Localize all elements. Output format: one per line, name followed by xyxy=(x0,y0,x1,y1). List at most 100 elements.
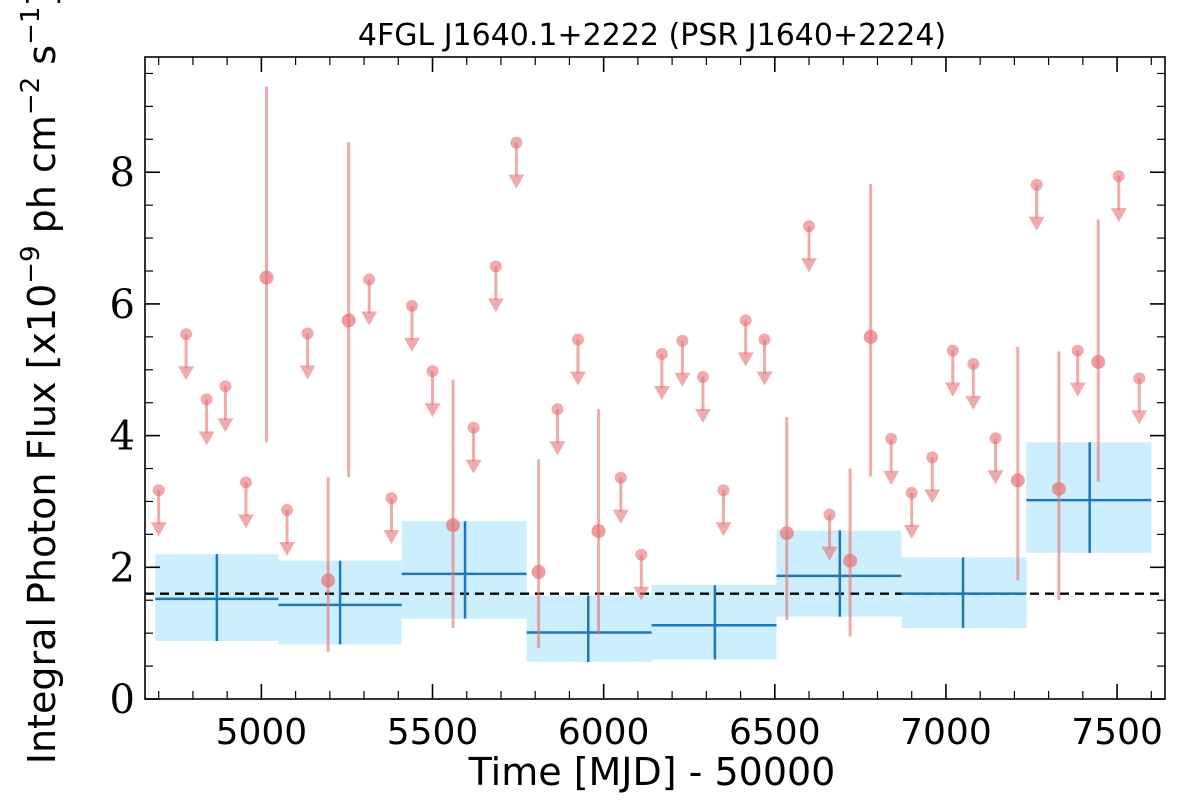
y-axis-label: Integral Photon Flux [x10−9 ph cm−2 s−1] xyxy=(16,0,64,764)
upper-limit-arrow-21 xyxy=(715,522,732,537)
upper-limit-point-11 xyxy=(467,421,480,434)
upper-limit-arrow-22 xyxy=(737,352,754,367)
upper-limit-point-30 xyxy=(967,357,980,370)
upper-limit-point-22 xyxy=(739,314,752,327)
y-axis-label-exp3: −1 xyxy=(16,7,46,45)
upper-limit-point-23 xyxy=(758,333,771,346)
x-tick-label: 6000 xyxy=(558,712,650,753)
upper-limit-arrow-29 xyxy=(944,382,961,397)
upper-limit-point-10 xyxy=(426,365,439,378)
upper-limit-arrow-19 xyxy=(674,372,691,387)
upper-limit-arrow-27 xyxy=(903,524,920,539)
upper-limit-arrow-9 xyxy=(403,337,420,352)
x-tick-label: 7500 xyxy=(1071,712,1163,753)
upper-limit-point-20 xyxy=(696,371,709,384)
chart-title: 4FGL J1640.1+2222 (PSR J1640+2224) xyxy=(358,18,946,53)
y-axis-label-exp1: −9 xyxy=(16,245,46,283)
detection-point-6 xyxy=(779,526,794,541)
upper-limit-arrow-10 xyxy=(424,403,441,418)
upper-limit-point-17 xyxy=(635,548,648,561)
upper-limit-point-18 xyxy=(655,347,668,360)
upper-limit-arrow-0 xyxy=(150,522,167,537)
upper-limit-arrow-8 xyxy=(383,530,400,545)
upper-limit-point-1 xyxy=(180,328,193,341)
detection-point-10 xyxy=(1051,481,1066,496)
x-tick-label: 5000 xyxy=(216,712,308,753)
y-tick-label: 4 xyxy=(110,414,135,460)
upper-limit-point-24 xyxy=(803,220,816,233)
upper-limit-point-7 xyxy=(363,273,376,286)
upper-limit-arrow-20 xyxy=(694,409,711,424)
upper-limit-arrow-16 xyxy=(612,509,629,524)
upper-limit-point-32 xyxy=(1030,178,1043,191)
upper-limit-arrow-14 xyxy=(549,441,566,456)
upper-limit-point-27 xyxy=(905,486,918,499)
upper-limit-arrow-31 xyxy=(987,470,1004,485)
detection-point-3 xyxy=(446,518,461,533)
detection-point-7 xyxy=(843,553,858,568)
upper-limit-point-4 xyxy=(239,476,252,489)
upper-limit-arrow-13 xyxy=(508,174,525,189)
upper-limit-arrow-15 xyxy=(569,371,586,386)
upper-limit-arrow-5 xyxy=(279,542,296,557)
upper-limit-point-26 xyxy=(885,432,898,445)
y-axis-label-base: Integral Photon Flux [x10 xyxy=(20,284,64,765)
upper-limit-arrow-7 xyxy=(361,311,378,326)
detection-point-2 xyxy=(341,313,356,328)
upper-limit-point-8 xyxy=(385,492,398,505)
upper-limit-arrow-30 xyxy=(965,395,982,410)
x-axis-label: Time [MJD] - 50000 xyxy=(468,750,836,794)
y-axis-label-mid: ph cm xyxy=(20,115,64,245)
upper-limit-point-21 xyxy=(717,484,730,497)
upper-limit-point-16 xyxy=(614,471,627,484)
upper-limit-point-5 xyxy=(281,504,294,517)
y-axis-label-exp2: −2 xyxy=(16,77,46,115)
detection-point-1 xyxy=(321,573,336,588)
plot-frame xyxy=(144,56,1166,700)
y-tick-label: 6 xyxy=(110,282,135,328)
upper-limit-arrow-6 xyxy=(299,365,316,380)
upper-limit-arrow-26 xyxy=(883,470,900,485)
x-tick-label: 7000 xyxy=(900,712,992,753)
upper-limit-point-34 xyxy=(1112,170,1125,183)
upper-limit-arrow-11 xyxy=(465,459,482,474)
upper-limit-arrow-35 xyxy=(1131,410,1148,425)
upper-limit-arrow-3 xyxy=(217,418,234,433)
detection-point-0 xyxy=(259,270,274,285)
detection-point-4 xyxy=(531,564,546,579)
detection-point-9 xyxy=(1010,473,1025,488)
upper-limit-point-13 xyxy=(510,136,523,149)
detection-point-5 xyxy=(591,524,606,539)
upper-limit-arrow-28 xyxy=(924,489,941,504)
upper-limit-point-9 xyxy=(405,299,418,312)
y-tick-label: 8 xyxy=(110,150,135,196)
x-tick-label: 5500 xyxy=(387,712,479,753)
upper-limit-arrow-12 xyxy=(487,298,504,313)
upper-limit-arrow-4 xyxy=(237,514,254,529)
upper-limit-arrow-24 xyxy=(801,258,818,273)
upper-limit-point-3 xyxy=(219,380,232,393)
y-axis-label-end: ] xyxy=(20,0,64,7)
upper-limit-point-29 xyxy=(946,344,959,357)
upper-limit-point-25 xyxy=(823,508,836,521)
plot-area xyxy=(145,86,1165,663)
upper-limit-point-0 xyxy=(152,484,165,497)
upper-limit-arrow-32 xyxy=(1028,216,1045,231)
axis-ticks: 5000 5500 6000 6500 7000 7500 0 2 4 6 8 xyxy=(110,57,1165,753)
upper-limit-arrow-2 xyxy=(198,431,215,446)
upper-limit-arrow-1 xyxy=(178,366,195,381)
detection-point-8 xyxy=(863,329,878,344)
upper-limit-point-12 xyxy=(489,260,502,273)
upper-limit-point-14 xyxy=(551,403,564,416)
upper-limit-point-19 xyxy=(676,334,689,347)
upper-limit-point-33 xyxy=(1071,344,1084,357)
detection-point-11 xyxy=(1091,354,1106,369)
upper-limit-arrow-17 xyxy=(633,586,650,601)
upper-limit-point-31 xyxy=(989,432,1002,445)
upper-limit-arrow-34 xyxy=(1110,208,1127,223)
y-axis-label-mid2: s xyxy=(20,45,64,77)
upper-limit-point-28 xyxy=(926,451,939,464)
upper-limit-arrow-23 xyxy=(756,371,773,386)
y-tick-label: 2 xyxy=(110,545,135,591)
